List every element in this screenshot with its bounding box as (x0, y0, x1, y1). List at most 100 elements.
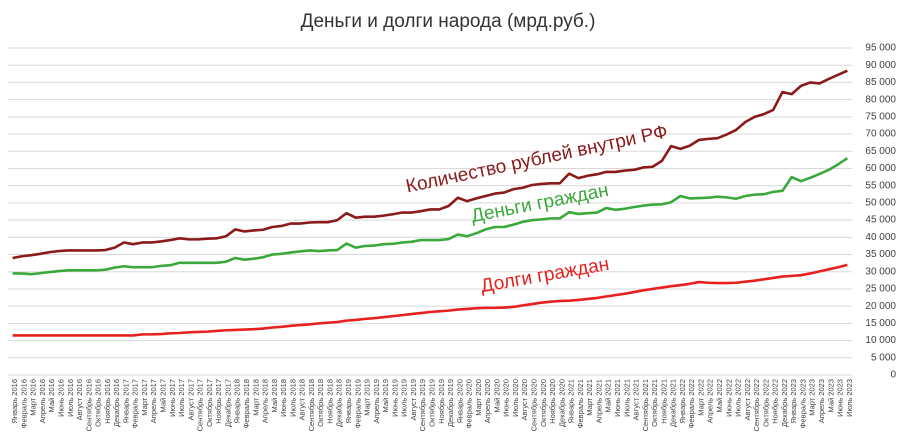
y-tick-label: 30 000 (865, 266, 896, 277)
x-tick-label: Август 2019 (409, 379, 418, 420)
x-tick-label: Август 2022 (743, 379, 752, 420)
x-tick-label: Октябрь 2016 (94, 379, 103, 427)
x-tick-label: Сентябрь 2019 (418, 379, 427, 431)
x-tick-label: Май 2019 (381, 379, 390, 412)
x-tick-label: Август 2017 (186, 379, 195, 420)
x-tick-label: Ноябрь 2019 (437, 379, 446, 424)
y-tick-label: 35 000 (865, 249, 896, 260)
x-tick-label: Февраль 2021 (576, 379, 585, 428)
x-tick-label: Июль 2018 (288, 379, 297, 417)
x-tick-label: Июль 2023 (845, 379, 854, 417)
y-tick-label: 25 000 (865, 284, 896, 295)
x-tick-label: Февраль 2023 (798, 379, 807, 428)
x-tick-label: Март 2019 (363, 379, 372, 416)
x-tick-label: Июнь 2017 (168, 379, 177, 417)
x-tick-label: Апрель 2023 (817, 379, 826, 423)
x-tick-label: Ноябрь 2017 (214, 379, 223, 424)
y-tick-label: 10 000 (865, 335, 896, 346)
x-tick-label: Июнь 2022 (724, 379, 733, 417)
y-tick-label: 85 000 (865, 77, 896, 88)
series-line (12, 157, 849, 276)
series-annotation: Долги граждан (479, 254, 611, 297)
x-tick-label: Сентябрь 2020 (530, 379, 539, 431)
x-tick-label: Ноябрь 2021 (659, 379, 668, 424)
y-tick-label: 5 000 (871, 352, 896, 363)
x-tick-label: Июнь 2019 (390, 379, 399, 417)
x-tick-label: Июль 2021 (622, 379, 631, 417)
x-tick-label: Март 2022 (696, 379, 705, 416)
x-tick-label: Август 2016 (75, 379, 84, 420)
x-tick-label: Июль 2022 (734, 379, 743, 417)
x-tick-label: Июль 2016 (66, 379, 75, 417)
x-tick-label: Апрель 2021 (594, 379, 603, 423)
series-line (12, 263, 848, 337)
x-tick-label: Май 2018 (270, 379, 279, 412)
y-tick-label: 80 000 (865, 94, 896, 105)
x-tick-label: Январь 2021 (567, 379, 576, 423)
x-tick-label: Январь 2020 (455, 379, 464, 423)
x-tick-label: Октябрь 2022 (761, 379, 770, 427)
x-tick-label: Май 2017 (159, 379, 168, 412)
y-tick-label: 45 000 (865, 215, 896, 226)
y-tick-label: 95 000 (865, 43, 896, 54)
x-tick-label: Август 2018 (298, 379, 307, 420)
x-tick-label: Июль 2017 (177, 379, 186, 417)
y-tick-label: 65 000 (865, 146, 896, 157)
x-tick-label: Ноябрь 2018 (325, 379, 334, 424)
x-tick-label: Август 2020 (520, 379, 529, 420)
x-tick-label: Февраль 2019 (353, 379, 362, 428)
x-tick-label: Январь 2018 (233, 379, 242, 423)
x-tick-label: Апрель 2018 (261, 379, 270, 423)
x-tick-label: Октябрь 2018 (316, 379, 325, 427)
chart-title: Деньги и долги народа (мрд.руб.) (301, 11, 596, 32)
x-tick-label: Май 2022 (715, 379, 724, 412)
x-tick-label: Май 2020 (492, 379, 501, 412)
y-tick-label: 70 000 (865, 129, 896, 140)
x-tick-label: Июнь 2020 (502, 379, 511, 417)
x-tick-label: Апрель 2020 (483, 379, 492, 423)
x-tick-label: Ноябрь 2020 (548, 379, 557, 424)
y-tick-label: 20 000 (865, 301, 896, 312)
x-tick-label: Февраль 2016 (19, 379, 28, 428)
x-tick-label: Март 2021 (585, 379, 594, 416)
x-tick-label: Декабрь 2016 (112, 379, 121, 427)
x-tick-label: Сентябрь 2016 (84, 379, 93, 431)
series-line (12, 69, 848, 260)
x-tick-label: Декабрь 2022 (780, 379, 789, 427)
x-tick-label: Май 2023 (826, 379, 835, 412)
x-tick-label: Апрель 2016 (38, 379, 47, 423)
x-tick-label: Декабрь 2021 (669, 379, 678, 427)
x-tick-label: Март 2020 (474, 379, 483, 416)
y-tick-label: 60 000 (865, 163, 896, 174)
x-tick-label: Октябрь 2021 (650, 379, 659, 427)
x-tick-label: Декабрь 2018 (335, 379, 344, 427)
x-tick-label: Сентябрь 2017 (196, 379, 205, 431)
x-tick-label: Январь 2023 (789, 379, 798, 423)
y-tick-label: 40 000 (865, 232, 896, 243)
x-tick-label: Май 2021 (604, 379, 613, 412)
x-tick-label: Декабрь 2020 (557, 379, 566, 427)
x-tick-label: Октябрь 2017 (205, 379, 214, 427)
y-tick-label: 90 000 (865, 60, 896, 71)
x-tick-label: Декабрь 2019 (446, 379, 455, 427)
x-tick-label: Март 2023 (808, 379, 817, 416)
x-tick-label: Январь 2016 (10, 379, 19, 423)
x-tick-label: Апрель 2019 (372, 379, 381, 423)
x-tick-label: Июнь 2016 (56, 379, 65, 417)
y-tick-label: 0 (890, 370, 896, 381)
x-tick-label: Сентябрь 2022 (752, 379, 761, 431)
x-tick-label: Март 2018 (251, 379, 260, 416)
y-tick-label: 75 000 (865, 111, 896, 122)
y-tick-label: 50 000 (865, 198, 896, 209)
x-tick-label: Январь 2019 (344, 379, 353, 423)
y-tick-label: 55 000 (865, 180, 896, 191)
x-tick-label: Июнь 2023 (836, 379, 845, 417)
x-tick-label: Июнь 2018 (279, 379, 288, 417)
x-tick-label: Ноябрь 2022 (771, 379, 780, 424)
x-tick-label: Декабрь 2017 (223, 379, 232, 427)
x-tick-label: Август 2021 (632, 379, 641, 420)
x-tick-label: Январь 2022 (678, 379, 687, 423)
x-tick-label: Март 2017 (140, 379, 149, 416)
x-tick-label: Июль 2020 (511, 379, 520, 417)
